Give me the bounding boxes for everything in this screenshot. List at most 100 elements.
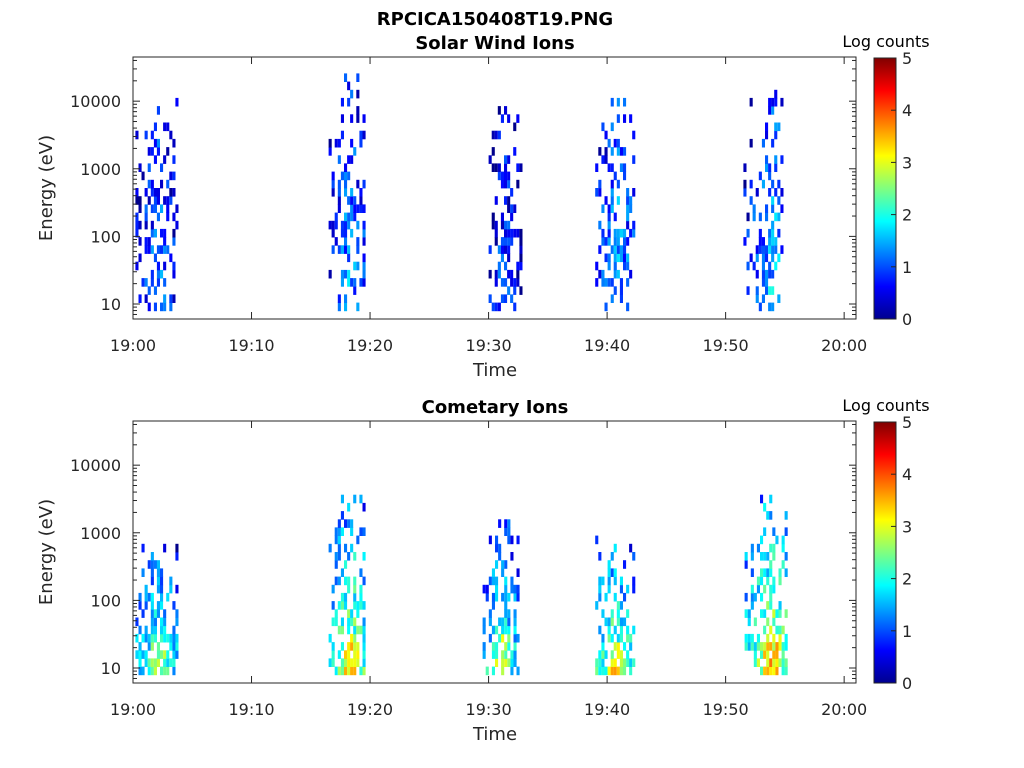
- x-tick-label: 19:10: [228, 700, 274, 719]
- heatmap-cell: [169, 576, 173, 586]
- heatmap-cell: [604, 237, 608, 246]
- colorbar-solar-wind: [873, 57, 897, 320]
- heatmap-cell: [153, 666, 157, 676]
- heatmap-cell: [494, 163, 498, 172]
- heatmap-cell: [616, 650, 620, 659]
- heatmap-cell: [777, 122, 781, 132]
- heatmap-cell: [169, 253, 173, 263]
- heatmap-cell: [760, 535, 764, 545]
- heatmap-cell: [347, 155, 351, 164]
- heatmap-cell: [507, 179, 511, 189]
- heatmap-cell: [347, 196, 351, 205]
- heatmap-cell: [359, 494, 363, 504]
- heatmap-cell: [334, 666, 338, 676]
- plot-frame-solar-wind: [132, 56, 857, 320]
- heatmap-cell: [604, 147, 608, 156]
- heatmap-cell: [516, 535, 520, 545]
- heatmap-cell: [769, 666, 773, 676]
- heatmap-cell: [784, 527, 788, 536]
- heatmap-cell: [780, 97, 784, 107]
- heatmap-cell: [610, 179, 614, 189]
- heatmap-cell: [772, 552, 776, 561]
- heatmap-cell: [769, 511, 773, 520]
- heatmap-cell: [519, 261, 523, 271]
- heatmap-cell: [613, 286, 617, 295]
- heatmap-cell: [169, 658, 173, 667]
- heatmap-cell: [141, 609, 145, 618]
- heatmap-cell: [156, 261, 160, 271]
- heatmap-cell: [616, 609, 620, 618]
- heatmap-cell: [350, 617, 354, 627]
- heatmap-cell: [504, 278, 508, 287]
- heatmap-cell: [763, 650, 767, 659]
- heatmap-cell: [607, 163, 611, 172]
- heatmap-cell: [626, 188, 630, 197]
- heatmap-cell: [353, 584, 357, 594]
- heatmap-cell: [760, 494, 764, 504]
- heatmap-cell: [331, 642, 335, 651]
- heatmap-cell: [772, 658, 776, 667]
- x-tick-label: 19:40: [584, 336, 630, 355]
- heatmap-cell: [753, 658, 757, 667]
- heatmap-cell: [766, 576, 770, 586]
- heatmap-cell: [610, 617, 614, 627]
- heatmap-cell: [344, 171, 348, 181]
- heatmap-cell: [598, 245, 602, 254]
- heatmap-cell: [771, 106, 775, 115]
- heatmap-cell: [510, 212, 514, 222]
- heatmap-cell: [601, 155, 605, 164]
- x-tick-label: 19:50: [703, 336, 749, 355]
- heatmap-cell: [510, 237, 514, 246]
- heatmap-cell: [353, 642, 357, 651]
- heatmap-cell: [156, 138, 160, 148]
- heatmap-cell: [604, 650, 608, 659]
- heatmap-cell: [746, 261, 750, 271]
- heatmap-cell: [353, 494, 357, 504]
- heatmap-cell: [344, 237, 348, 246]
- heatmap-cell: [144, 625, 148, 635]
- heatmap-cell: [623, 237, 627, 246]
- heatmap-cell: [746, 286, 750, 295]
- heatmap-cell: [768, 245, 772, 254]
- heatmap-cell: [629, 633, 633, 643]
- heatmap-cell: [775, 609, 779, 618]
- heatmap-cell: [334, 527, 338, 536]
- heatmap-cell: [328, 147, 332, 156]
- heatmap-cell: [513, 122, 517, 132]
- heatmap-cell: [516, 568, 520, 577]
- heatmap-cell: [610, 666, 614, 676]
- heatmap-cell: [362, 625, 366, 635]
- heatmap-cell: [150, 666, 154, 676]
- heatmap-cell: [356, 89, 360, 99]
- heatmap-cell: [337, 155, 341, 164]
- heatmap-cell: [150, 568, 154, 577]
- heatmap-cell: [616, 228, 620, 238]
- heatmap-cell: [488, 576, 492, 586]
- heatmap-cell: [166, 122, 170, 132]
- heatmap-cell: [359, 568, 363, 577]
- heatmap-cell: [613, 269, 617, 279]
- heatmap-cell: [362, 204, 366, 213]
- heatmap-cell: [601, 278, 605, 287]
- heatmap-cell: [344, 220, 348, 230]
- heatmap-cell: [749, 97, 753, 107]
- heatmap-cell: [156, 188, 160, 197]
- heatmap-cell: [356, 658, 360, 667]
- heatmap-cell: [769, 658, 773, 667]
- heatmap-cell: [163, 122, 167, 132]
- heatmap-cell: [497, 261, 501, 271]
- heatmap-cell: [160, 204, 164, 213]
- heatmap-cell: [772, 642, 776, 651]
- heatmap-cell: [153, 204, 157, 213]
- heatmap-cell: [781, 642, 785, 651]
- heatmap-cell: [141, 666, 145, 676]
- heatmap-cell: [488, 245, 492, 254]
- heatmap-cell: [616, 237, 620, 246]
- heatmap-cell: [337, 625, 341, 635]
- heatmap-cell: [169, 130, 173, 140]
- heatmap-cell: [347, 609, 351, 618]
- heatmap-cell: [746, 212, 750, 222]
- heatmap-cell: [610, 552, 614, 561]
- heatmap-cell: [610, 147, 614, 156]
- heatmap-cell: [485, 666, 489, 676]
